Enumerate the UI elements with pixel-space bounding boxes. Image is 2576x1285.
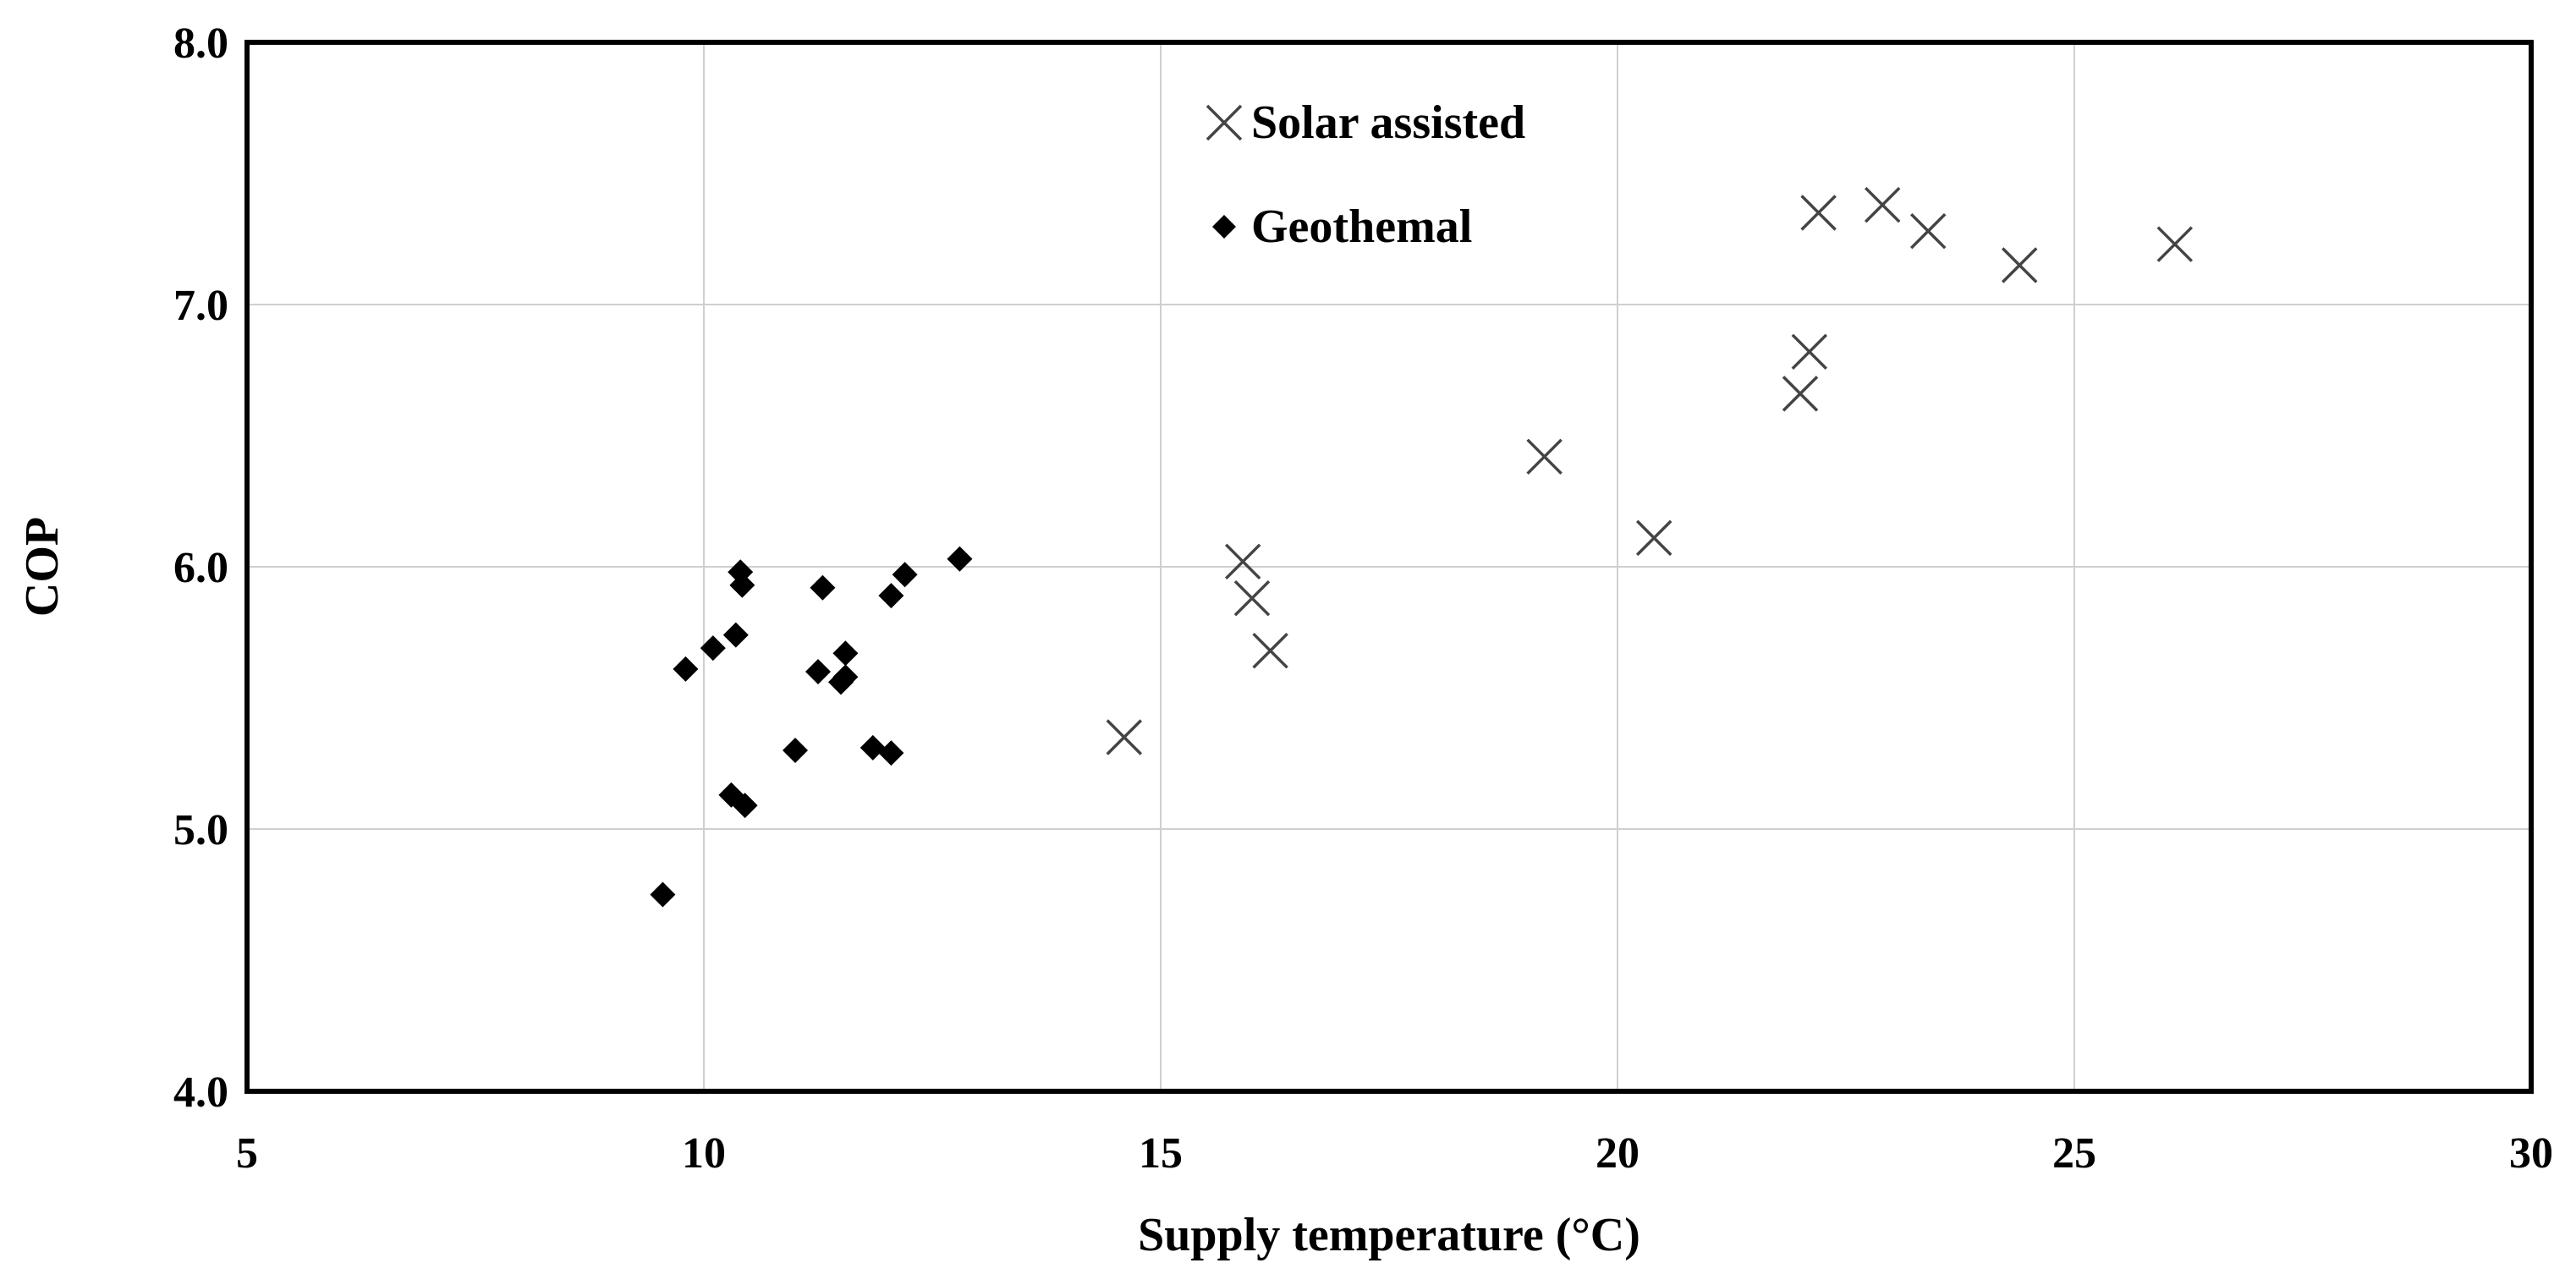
point-solar-assisted	[2001, 247, 2038, 283]
legend-geothemal: Geothemal	[1212, 200, 1472, 253]
point-geothemal	[673, 656, 699, 682]
point-geothemal	[878, 583, 904, 609]
point-solar-assisted	[1864, 186, 1901, 223]
legend-label-solar-assisted: Solar assisted	[1251, 96, 1525, 149]
y-tick-label: 8.0	[173, 19, 228, 68]
plot-area-border	[244, 40, 2534, 1094]
point-geothemal	[810, 574, 836, 601]
x-tick-label: 5	[236, 1129, 258, 1178]
x-tick-label: 15	[1139, 1129, 1183, 1178]
tick-labels: 5 10 15 20 25 30 4.0 5.0 6.0 7.0 8.0	[173, 19, 2553, 1178]
legend-label-geothemal: Geothemal	[1251, 200, 1472, 253]
point-geothemal	[732, 793, 758, 819]
point-solar-assisted	[1800, 195, 1837, 231]
point-geothemal	[805, 659, 831, 684]
point-solar-assisted	[1106, 719, 1143, 755]
point-solar-assisted	[2156, 226, 2194, 262]
point-solar-assisted	[1635, 519, 1672, 557]
x-tick-label: 20	[1596, 1129, 1640, 1178]
x-tick-label: 30	[2509, 1129, 2553, 1178]
y-tick-label: 7.0	[173, 282, 228, 330]
point-geothemal	[832, 664, 859, 690]
y-tick-label: 5.0	[173, 806, 228, 854]
data-points	[650, 186, 2194, 908]
gridlines	[247, 42, 2531, 1091]
x-tick-label: 10	[682, 1129, 726, 1178]
y-tick-label: 4.0	[173, 1068, 228, 1117]
point-geothemal	[650, 881, 676, 908]
point-geothemal	[722, 622, 749, 648]
point-solar-assisted	[1791, 333, 1828, 371]
point-geothemal	[860, 734, 886, 761]
legend-solar-assisted: Solar assisted	[1206, 96, 1525, 149]
point-geothemal	[832, 640, 859, 667]
point-solar-assisted	[1233, 579, 1271, 617]
point-geothemal	[700, 635, 726, 662]
legend-cross-marker	[1206, 104, 1243, 141]
legend-diamond-marker	[1212, 215, 1236, 239]
y-axis-title: COP	[16, 517, 69, 617]
point-solar-assisted	[1252, 632, 1288, 669]
y-tick-label: 6.0	[173, 544, 228, 592]
x-tick-label: 25	[2052, 1129, 2096, 1178]
point-solar-assisted	[1526, 438, 1563, 475]
point-solar-assisted	[1224, 543, 1261, 580]
point-geothemal	[729, 572, 755, 598]
point-geothemal	[947, 546, 973, 572]
point-geothemal	[783, 738, 808, 763]
point-solar-assisted	[1782, 376, 1819, 412]
x-axis-title: Supply temperature (°C)	[1138, 1209, 1640, 1261]
point-geothemal	[892, 562, 918, 588]
point-solar-assisted	[1909, 212, 1947, 250]
legend: Solar assisted Geothemal	[1206, 96, 1525, 253]
point-geothemal	[878, 740, 904, 766]
